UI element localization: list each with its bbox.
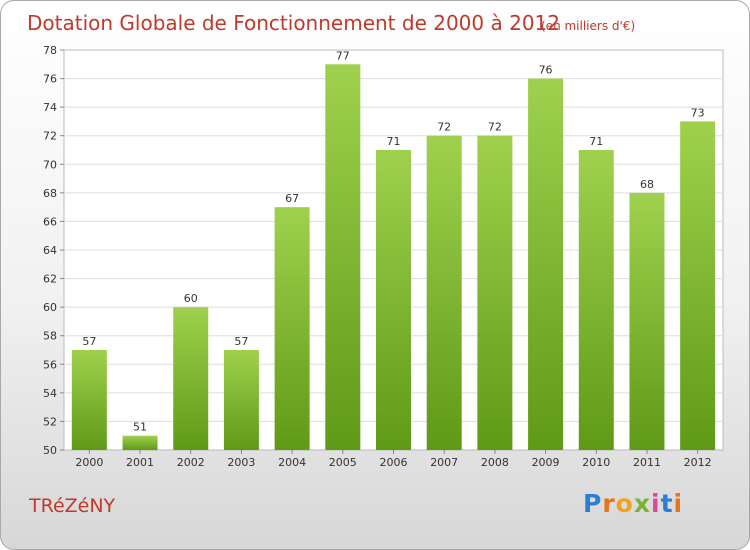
bar-value-label: 72 (488, 121, 502, 134)
x-tick-label: 2008 (481, 456, 509, 469)
logo-letter: P (583, 489, 603, 518)
logo-letter: t (660, 489, 674, 518)
bar-value-label: 77 (336, 49, 350, 62)
x-tick-label: 2011 (633, 456, 661, 469)
chart-title: Dotation Globale de Fonctionnement de 20… (27, 11, 560, 35)
bar (680, 121, 716, 450)
proxiti-logo: Proxiti (583, 489, 683, 518)
bar-value-label: 68 (640, 178, 654, 191)
x-tick-label: 2012 (684, 456, 712, 469)
bar-value-label: 73 (691, 106, 705, 119)
logo-letter: o (615, 489, 634, 518)
y-tick-label: 62 (43, 273, 57, 286)
chart-unit: (en milliers d'€) (541, 19, 635, 33)
y-tick-label: 76 (43, 73, 57, 86)
y-tick-label: 54 (43, 387, 57, 400)
bar-value-label: 72 (437, 121, 451, 134)
y-tick-label: 68 (43, 187, 57, 200)
x-tick-label: 2007 (430, 456, 458, 469)
logo-letter: i (651, 489, 661, 518)
bar (71, 350, 107, 450)
bars (71, 64, 716, 451)
y-tick-label: 50 (43, 444, 57, 457)
bar-value-label: 60 (184, 292, 198, 305)
y-tick-label: 58 (43, 330, 57, 343)
bar-value-label: 67 (285, 192, 299, 205)
bar (629, 192, 665, 450)
x-tick-label: 2000 (75, 456, 103, 469)
bar (223, 350, 259, 450)
x-tick-label: 2004 (278, 456, 306, 469)
commune-name: TRéZéNY (29, 495, 116, 517)
bar (477, 135, 513, 450)
bar (274, 207, 310, 450)
x-tick-label: 2003 (227, 456, 255, 469)
bar-value-label: 51 (133, 421, 147, 434)
x-axis: 2000 2001 2002 2003 2004 2005 2006 2007 2008 2009… (75, 450, 712, 469)
logo-letter: r (602, 489, 616, 518)
y-tick-label: 72 (43, 130, 57, 143)
y-tick-label: 60 (43, 301, 57, 314)
y-tick-label: 70 (43, 158, 57, 171)
x-tick-label: 2009 (532, 456, 560, 469)
x-tick-label: 2002 (177, 456, 205, 469)
bar-value-label: 71 (387, 135, 401, 148)
bar (122, 435, 158, 450)
bar (426, 135, 462, 450)
y-tick-label: 56 (43, 358, 57, 371)
bar (376, 150, 411, 450)
value-labels: 57 51 60 57 67 77 71 72 72 76 71 68 73 (82, 49, 704, 433)
x-tick-label: 2001 (126, 456, 154, 469)
y-tick-label: 52 (43, 415, 57, 428)
bar (173, 307, 209, 450)
y-tick-label: 66 (43, 215, 57, 228)
bar-value-label: 76 (539, 64, 553, 77)
bar-value-label: 57 (82, 335, 96, 348)
x-tick-label: 2005 (329, 456, 357, 469)
bar (578, 150, 614, 450)
bar-value-label: 71 (589, 135, 603, 148)
logo-letter: x (633, 489, 651, 518)
y-tick-label: 74 (43, 101, 57, 114)
logo-letter: i (673, 489, 684, 518)
y-axis: 50 52 54 56 58 60 62 64 66 68 70 72 74 76 78 (43, 44, 64, 457)
y-tick-label: 64 (43, 244, 57, 257)
x-tick-label: 2006 (380, 456, 408, 469)
x-tick-label: 2010 (582, 456, 610, 469)
bar (325, 64, 361, 451)
y-tick-label: 78 (43, 44, 57, 57)
bar-value-label: 57 (234, 335, 248, 348)
bar (528, 78, 564, 451)
